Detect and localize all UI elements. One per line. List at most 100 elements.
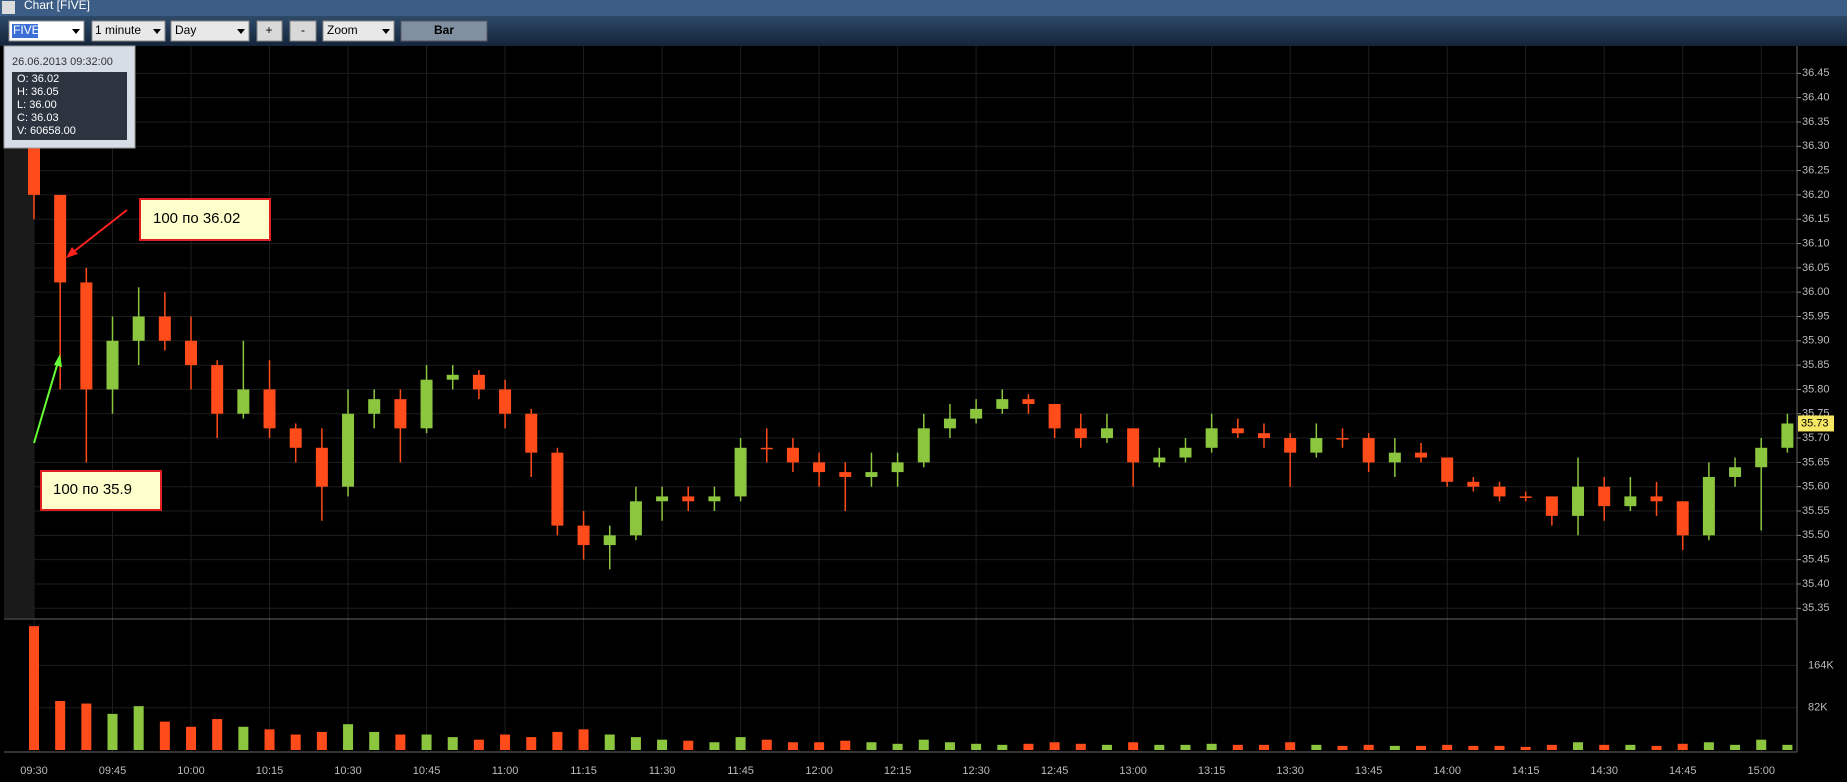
x-tick-label: 10:15 [256, 765, 284, 777]
candle-body [839, 472, 852, 477]
candle-body [106, 340, 119, 390]
volume-bar [369, 731, 380, 750]
candle-body [289, 428, 302, 448]
x-tick-label: 11:00 [492, 765, 519, 777]
y-tick-label: 35.70 [1802, 432, 1830, 444]
volume-bar [1494, 745, 1505, 750]
candle-body [1257, 433, 1270, 439]
volume-bar [1468, 745, 1479, 750]
candle-body [132, 316, 145, 341]
x-tick-label: 12:15 [884, 765, 912, 777]
volume-bar [447, 737, 458, 750]
volume-bar [552, 731, 563, 750]
zoom-select[interactable] [322, 20, 395, 42]
y-tick-label: 35.95 [1802, 310, 1830, 322]
info-line: C: 36.03 [17, 112, 59, 124]
candle-body [1545, 496, 1558, 516]
info-line: L: 36.00 [17, 99, 57, 111]
candle-body [1336, 438, 1349, 440]
candle-body [813, 462, 826, 473]
dropdown-arrow [382, 29, 390, 34]
info-values-bg [12, 72, 127, 140]
volume-bar [578, 729, 589, 750]
candle-body [1153, 457, 1166, 463]
volume-bar [316, 731, 327, 750]
volume-bar [107, 713, 118, 750]
volume-bar [918, 739, 929, 750]
y-tick-label: 35.55 [1802, 505, 1830, 517]
x-tick-label: 11:30 [649, 765, 676, 777]
volume-bar [840, 740, 851, 750]
candle-body [1755, 447, 1768, 468]
candle-body [1310, 438, 1323, 453]
volume-bar [1625, 744, 1636, 750]
y-tick-label: 35.90 [1802, 335, 1830, 347]
volume-bar [1363, 744, 1374, 750]
candle-body [943, 418, 956, 429]
candle-body [917, 428, 930, 463]
y-tick-label: 36.40 [1802, 92, 1830, 104]
volume-bar [787, 742, 798, 750]
title-bar [0, 0, 1847, 16]
x-tick-label: 14:00 [1433, 765, 1461, 777]
volume-bar [238, 726, 249, 750]
volume-bar [186, 726, 197, 750]
interval-select[interactable] [91, 20, 166, 42]
candle-body [394, 399, 407, 429]
y-tick-label: 36.15 [1802, 213, 1830, 225]
volume-bar [133, 706, 144, 750]
candle-body [1022, 399, 1035, 405]
candle-body [263, 389, 276, 429]
x-tick-label: 10:45 [413, 765, 441, 777]
x-tick-label: 09:45 [99, 765, 127, 777]
volume-bar [81, 703, 92, 750]
candle-body [1729, 467, 1742, 477]
volume-bar [1023, 743, 1034, 750]
volume-tick-label: 82K [1808, 702, 1828, 714]
candle-body [1179, 447, 1192, 458]
candle-body [368, 399, 381, 414]
volume-bar [657, 739, 668, 750]
candle-body [1493, 486, 1506, 497]
candle-body [734, 447, 747, 497]
candle-body [1362, 438, 1375, 463]
style-button[interactable] [400, 20, 488, 42]
candle-body [472, 374, 485, 390]
candle-body [237, 389, 250, 414]
volume-bar [1442, 744, 1453, 750]
volume-bar [1546, 744, 1557, 750]
volume-bar [1756, 739, 1767, 750]
volume-bar [1651, 745, 1662, 750]
candle-body [1676, 501, 1689, 536]
candle-body [1781, 423, 1794, 448]
chart-area [0, 46, 1847, 777]
y-tick-label: 35.80 [1802, 383, 1830, 395]
annotation-box [40, 470, 162, 511]
y-tick-label: 36.45 [1802, 67, 1830, 79]
period-select[interactable] [170, 20, 250, 42]
volume-bar [1416, 745, 1427, 750]
candle-body [891, 462, 904, 473]
y-tick-label: 35.35 [1802, 602, 1830, 614]
y-tick-label: 35.85 [1802, 359, 1830, 371]
x-tick-label: 11:45 [727, 765, 754, 777]
volume-bar [1232, 744, 1243, 750]
volume-bar [604, 734, 615, 750]
interval: 1 minute [95, 23, 141, 37]
volume-bar [159, 721, 170, 750]
candle-body [1650, 496, 1663, 502]
candle-body [80, 282, 93, 390]
volume-bar [1337, 745, 1348, 750]
candle-body [1284, 438, 1297, 453]
zoom-in-button[interactable] [256, 20, 283, 42]
y-tick-label: 36.35 [1802, 116, 1830, 128]
volume-bar [1677, 743, 1688, 750]
volume-bar [526, 737, 537, 750]
volume-bar [892, 743, 903, 750]
zoom-out-button[interactable] [289, 20, 317, 42]
info-box: 26.06.2013 09:32:00 O: 36.02 H: 36.05 L:… [3, 45, 136, 149]
annotation-text: 100 по 36.02 [153, 210, 240, 227]
volume-bar [630, 737, 641, 750]
candle-body [1127, 428, 1140, 463]
